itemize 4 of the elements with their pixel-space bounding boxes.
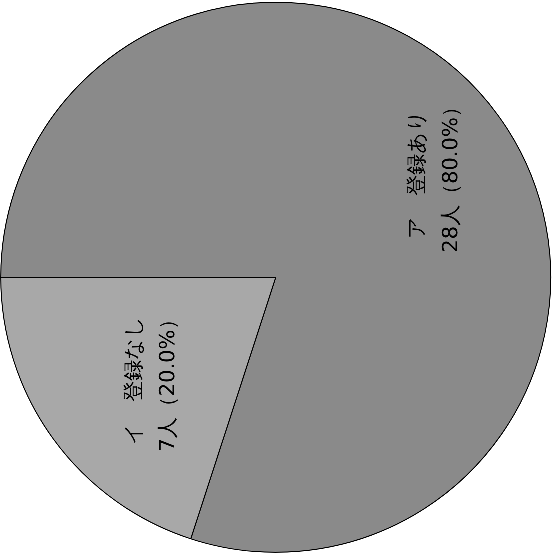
data-label: 7人（20.0%） <box>155 308 180 452</box>
slice-label: ア 登録あり <box>404 110 429 240</box>
data-label: 28人（80.0%） <box>438 96 463 253</box>
slice-label: イ 登録なし <box>121 316 146 445</box>
